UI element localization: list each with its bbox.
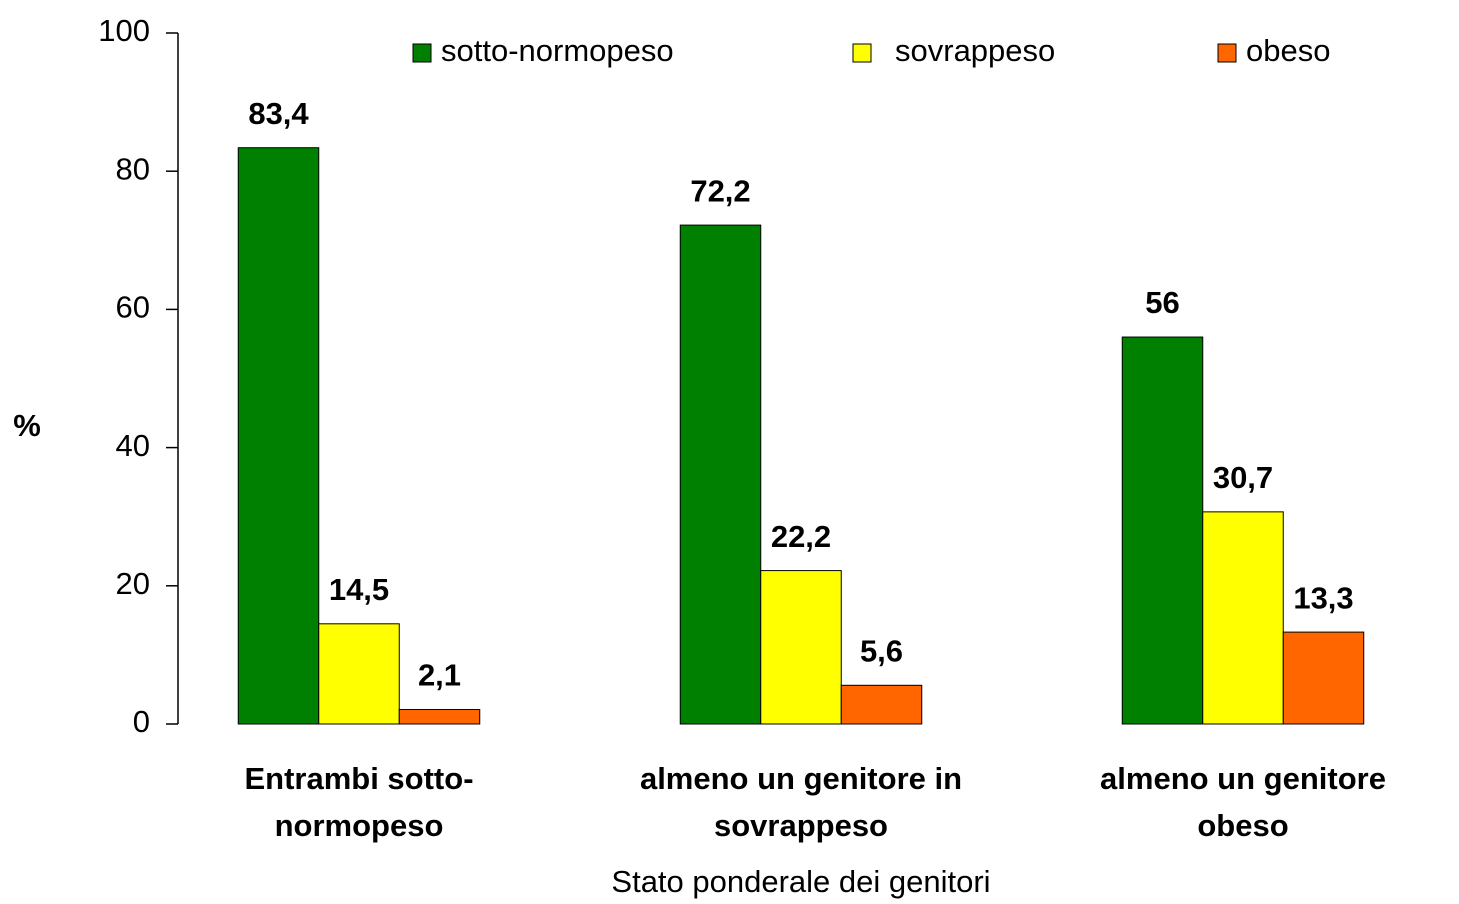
x-tick-label: Entrambi sotto- bbox=[244, 761, 473, 796]
y-tick-label: 60 bbox=[116, 290, 150, 325]
data-label: 30,7 bbox=[1213, 460, 1273, 495]
legend-label: sovrappeso bbox=[895, 33, 1055, 68]
y-tick-label: 100 bbox=[98, 13, 150, 48]
x-tick-label: obeso bbox=[1197, 808, 1288, 843]
y-tick-label: 40 bbox=[116, 428, 150, 463]
bar bbox=[840, 684, 923, 725]
data-label: 14,5 bbox=[329, 572, 389, 607]
y-tick-label: 80 bbox=[116, 151, 150, 186]
data-label: 56 bbox=[1145, 285, 1179, 320]
data-label: 22,2 bbox=[771, 519, 831, 554]
x-axis-title: Stato ponderale dei genitori bbox=[611, 864, 990, 899]
legend-swatch bbox=[412, 43, 432, 63]
bar bbox=[1282, 631, 1365, 725]
y-tick-label: 0 bbox=[133, 704, 150, 739]
legend-label: obeso bbox=[1246, 33, 1330, 68]
x-tick-label: almeno un genitore bbox=[1100, 761, 1386, 796]
x-tick-label: normopeso bbox=[275, 808, 444, 843]
y-tick-label: 20 bbox=[116, 566, 150, 601]
bar bbox=[1202, 511, 1284, 725]
x-tick-label: almeno un genitore in bbox=[640, 761, 962, 796]
x-tick-label: sovrappeso bbox=[714, 808, 888, 843]
bar bbox=[1121, 336, 1204, 725]
y-axis-title: % bbox=[13, 408, 41, 443]
data-label: 5,6 bbox=[860, 633, 903, 668]
legend-swatch bbox=[1217, 43, 1237, 63]
bar bbox=[679, 224, 762, 725]
bar bbox=[760, 570, 842, 725]
data-label: 83,4 bbox=[248, 96, 309, 131]
bar bbox=[398, 708, 481, 725]
data-label: 2,1 bbox=[418, 658, 461, 693]
data-label: 13,3 bbox=[1293, 580, 1353, 615]
bar bbox=[237, 147, 320, 725]
bar bbox=[318, 623, 400, 725]
legend-swatch bbox=[852, 43, 872, 63]
legend-label: sotto-normopeso bbox=[441, 33, 674, 68]
data-label: 72,2 bbox=[690, 173, 750, 208]
